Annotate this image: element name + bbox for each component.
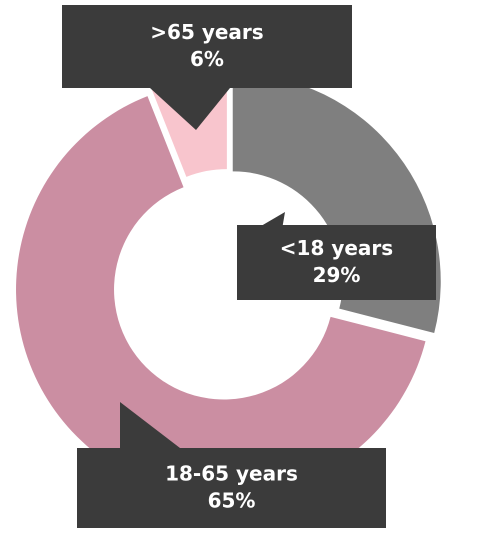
value-label: 65% (208, 489, 256, 513)
value-label: 29% (313, 263, 361, 287)
value-label: 6% (190, 47, 224, 71)
callout: <18 years 29% (237, 212, 436, 300)
category-label: <18 years (280, 236, 393, 260)
callout-box (62, 5, 352, 88)
callout-pointer (120, 402, 180, 448)
callout: 18-65 years 65% (77, 402, 386, 528)
callout-box (77, 448, 386, 528)
callout: >65 years 6% (62, 5, 352, 130)
callout-pointer (150, 88, 230, 130)
category-label: 18-65 years (165, 462, 298, 486)
category-label: >65 years (150, 20, 263, 44)
donut-segment (16, 96, 426, 498)
callout-box (237, 225, 436, 300)
